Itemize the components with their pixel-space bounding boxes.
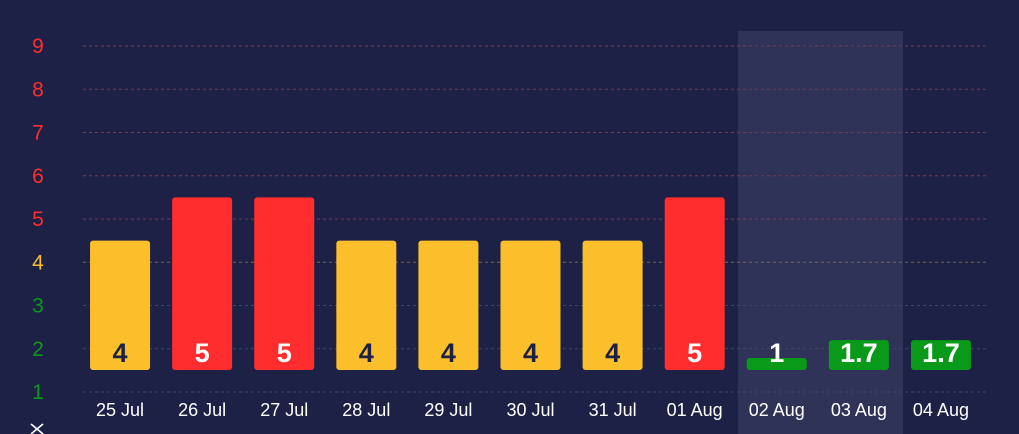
- bar[interactable]: [336, 240, 397, 370]
- y-tick-label: 7: [32, 122, 44, 145]
- x-tick-label: 29 Jul: [424, 400, 472, 420]
- bar[interactable]: [828, 340, 889, 370]
- y-tick-label: 8: [32, 78, 44, 101]
- y-tick-label: 1: [32, 381, 44, 404]
- x-tick-label: 26 Jul: [178, 400, 226, 420]
- bar-value-label: 4: [113, 338, 128, 368]
- bar-value-label: 5: [687, 338, 702, 368]
- x-tick-label: 25 Jul: [96, 400, 144, 420]
- bar-value-label: 4: [359, 338, 374, 368]
- x-tick-label: 28 Jul: [342, 400, 390, 420]
- y-tick-label: 2: [32, 338, 44, 361]
- bar[interactable]: [172, 197, 233, 370]
- bar-value-label: 5: [277, 338, 292, 368]
- bar-value-label: 5: [195, 338, 210, 368]
- x-tick-label: 02 Aug: [749, 400, 805, 420]
- highlight-band: [738, 31, 903, 434]
- bar-value-label: 4: [523, 338, 538, 368]
- bar-value-label: 1.7: [840, 338, 878, 368]
- x-tick-label: 03 Aug: [831, 400, 887, 420]
- bar[interactable]: [418, 240, 479, 370]
- x-tick-label: 04 Aug: [913, 400, 969, 420]
- y-tick-label: 9: [32, 35, 44, 58]
- bar[interactable]: [90, 240, 151, 370]
- y-tick-label: 6: [32, 165, 44, 188]
- x-axis: 25 Jul 26 Jul 27 Jul 28 Jul 29 Jul 30 Jul 31 J…: [96, 400, 969, 420]
- bars: 4 5 5 4 4 4 4 5 1 1.7 1.7: [90, 197, 971, 370]
- bar[interactable]: [910, 340, 971, 370]
- y-tick-label: 4: [32, 251, 44, 274]
- bar[interactable]: [746, 358, 807, 370]
- close-icon[interactable]: [30, 423, 44, 434]
- y-tick-label: 5: [32, 208, 44, 231]
- bar-value-label: 1.7: [922, 338, 960, 368]
- x-tick-label: 01 Aug: [667, 400, 723, 420]
- bar-value-label: 4: [441, 338, 456, 368]
- x-tick-label: 27 Jul: [260, 400, 308, 420]
- bar[interactable]: [664, 197, 725, 370]
- bar-value-label: 4: [605, 338, 620, 368]
- y-axis: 9 8 7 6 5 4 3 2 1: [32, 35, 44, 404]
- bar-value-label: 1: [769, 338, 784, 368]
- bar[interactable]: [254, 197, 315, 370]
- y-tick-label: 3: [32, 295, 44, 318]
- x-tick-label: 31 Jul: [589, 400, 637, 420]
- bar[interactable]: [500, 240, 561, 370]
- x-tick-label: 30 Jul: [506, 400, 554, 420]
- bar[interactable]: [582, 240, 643, 370]
